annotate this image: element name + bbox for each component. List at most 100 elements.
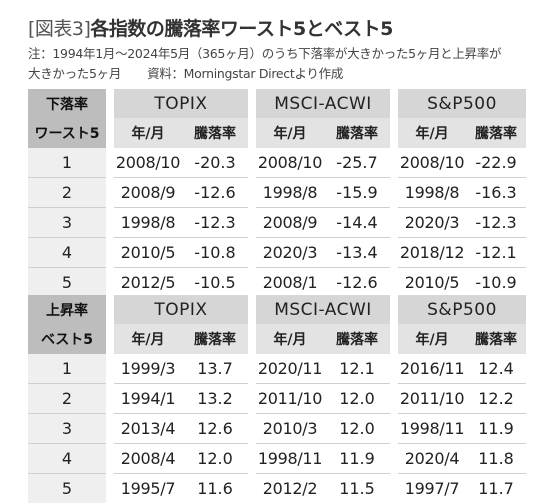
date-cell: 2013/4 xyxy=(114,414,182,444)
change-cell: 11.6 xyxy=(182,474,248,503)
best5-label-2: ベスト5 xyxy=(28,324,106,354)
date-cell: 2008/10 xyxy=(256,148,324,178)
col-change-header: 騰落率 xyxy=(324,324,390,354)
worst5-index-topix: TOPIX xyxy=(114,89,248,118)
change-cell: -10.5 xyxy=(182,268,248,298)
change-cell: -13.4 xyxy=(324,238,390,268)
change-cell: 12.4 xyxy=(466,354,526,384)
worst5-subheader-row: ワースト5 年/月 騰落率 年/月 騰落率 年/月 騰落率 xyxy=(28,118,526,148)
col-change-header: 騰落率 xyxy=(324,118,390,148)
date-cell: 2010/3 xyxy=(256,414,324,444)
worst5-label-1: 下落率 xyxy=(28,89,106,118)
change-cell: 12.0 xyxy=(324,414,390,444)
note-line-2-text: 大きかった5ヶ月 xyxy=(28,66,121,81)
col-change-header: 騰落率 xyxy=(182,324,248,354)
date-cell: 1998/8 xyxy=(256,178,324,208)
worst5-label-2: ワースト5 xyxy=(28,118,106,148)
rank-cell: 1 xyxy=(28,354,106,384)
worst5-index-sp500: S&P500 xyxy=(398,89,526,118)
best5-index-topix: TOPIX xyxy=(114,295,248,324)
col-change-header: 騰落率 xyxy=(182,118,248,148)
rank-cell: 2 xyxy=(28,178,106,208)
rank-cell: 4 xyxy=(28,238,106,268)
date-cell: 2011/10 xyxy=(398,384,466,414)
date-cell: 2010/5 xyxy=(114,238,182,268)
change-cell: -12.1 xyxy=(466,238,526,268)
change-cell: -12.3 xyxy=(466,208,526,238)
table-row: 4 2010/5-10.8 2020/3-13.4 2018/12-12.1 xyxy=(28,238,526,268)
best5-index-msci-acwi: MSCI-ACWI xyxy=(256,295,390,324)
best5-subheader-row: ベスト5 年/月 騰落率 年/月 騰落率 年/月 騰落率 xyxy=(28,324,526,354)
date-cell: 2008/4 xyxy=(114,444,182,474)
note-line-2: 大きかった5ヶ月 資料：Morningstar Directより作成 xyxy=(28,63,343,82)
date-cell: 1995/7 xyxy=(114,474,182,503)
date-cell: 2020/4 xyxy=(398,444,466,474)
date-cell: 2012/5 xyxy=(114,268,182,298)
change-cell: 11.7 xyxy=(466,474,526,503)
date-cell: 1999/3 xyxy=(114,354,182,384)
note-line-1: 注：1994年1月〜2024年5月（365ヶ月）のうち下落率が大きかった5ヶ月と… xyxy=(28,43,501,62)
change-cell: -12.3 xyxy=(182,208,248,238)
change-cell: 12.0 xyxy=(324,384,390,414)
date-cell: 1998/11 xyxy=(398,414,466,444)
date-cell: 2020/3 xyxy=(398,208,466,238)
rank-cell: 3 xyxy=(28,208,106,238)
change-cell: 12.1 xyxy=(324,354,390,384)
date-cell: 2018/12 xyxy=(398,238,466,268)
figure-title: [図表3]各指数の騰落率ワースト5とベスト5 xyxy=(28,14,393,41)
date-cell: 1998/8 xyxy=(114,208,182,238)
date-cell: 2008/10 xyxy=(114,148,182,178)
change-cell: 11.9 xyxy=(466,414,526,444)
change-cell: 11.8 xyxy=(466,444,526,474)
change-cell: 12.6 xyxy=(182,414,248,444)
change-cell: 11.5 xyxy=(324,474,390,503)
rank-cell: 1 xyxy=(28,148,106,178)
rank-cell: 5 xyxy=(28,268,106,298)
date-cell: 2012/2 xyxy=(256,474,324,503)
best5-table: 上昇率 TOPIX MSCI-ACWI S&P500 ベスト5 年/月 騰落率 … xyxy=(28,295,526,503)
change-cell: 12.2 xyxy=(466,384,526,414)
worst5-index-msci-acwi: MSCI-ACWI xyxy=(256,89,390,118)
figure-number: [図表3] xyxy=(28,18,90,40)
figure-title-text: 各指数の騰落率ワースト5とベスト5 xyxy=(90,18,392,40)
col-change-header: 騰落率 xyxy=(466,324,526,354)
date-cell: 2008/9 xyxy=(256,208,324,238)
date-cell: 2008/9 xyxy=(114,178,182,208)
best5-label-1: 上昇率 xyxy=(28,295,106,324)
rank-cell: 4 xyxy=(28,444,106,474)
change-cell: -12.6 xyxy=(324,268,390,298)
rank-cell: 5 xyxy=(28,474,106,503)
date-cell: 2016/11 xyxy=(398,354,466,384)
change-cell: -20.3 xyxy=(182,148,248,178)
date-cell: 2008/1 xyxy=(256,268,324,298)
date-cell: 2011/10 xyxy=(256,384,324,414)
change-cell: -15.9 xyxy=(324,178,390,208)
col-date-header: 年/月 xyxy=(114,118,182,148)
worst5-table: 下落率 TOPIX MSCI-ACWI S&P500 ワースト5 年/月 騰落率… xyxy=(28,89,526,297)
change-cell: -12.6 xyxy=(182,178,248,208)
best5-header-row: 上昇率 TOPIX MSCI-ACWI S&P500 xyxy=(28,295,526,324)
change-cell: 13.2 xyxy=(182,384,248,414)
change-cell: 12.0 xyxy=(182,444,248,474)
date-cell: 2020/3 xyxy=(256,238,324,268)
date-cell: 2020/11 xyxy=(256,354,324,384)
col-date-header: 年/月 xyxy=(114,324,182,354)
col-date-header: 年/月 xyxy=(398,118,466,148)
rank-cell: 2 xyxy=(28,384,106,414)
change-cell: -22.9 xyxy=(466,148,526,178)
change-cell: -16.3 xyxy=(466,178,526,208)
change-cell: -10.9 xyxy=(466,268,526,298)
change-cell: -10.8 xyxy=(182,238,248,268)
col-change-header: 騰落率 xyxy=(466,118,526,148)
date-cell: 1994/1 xyxy=(114,384,182,414)
source-note: 資料：Morningstar Directより作成 xyxy=(147,66,343,81)
